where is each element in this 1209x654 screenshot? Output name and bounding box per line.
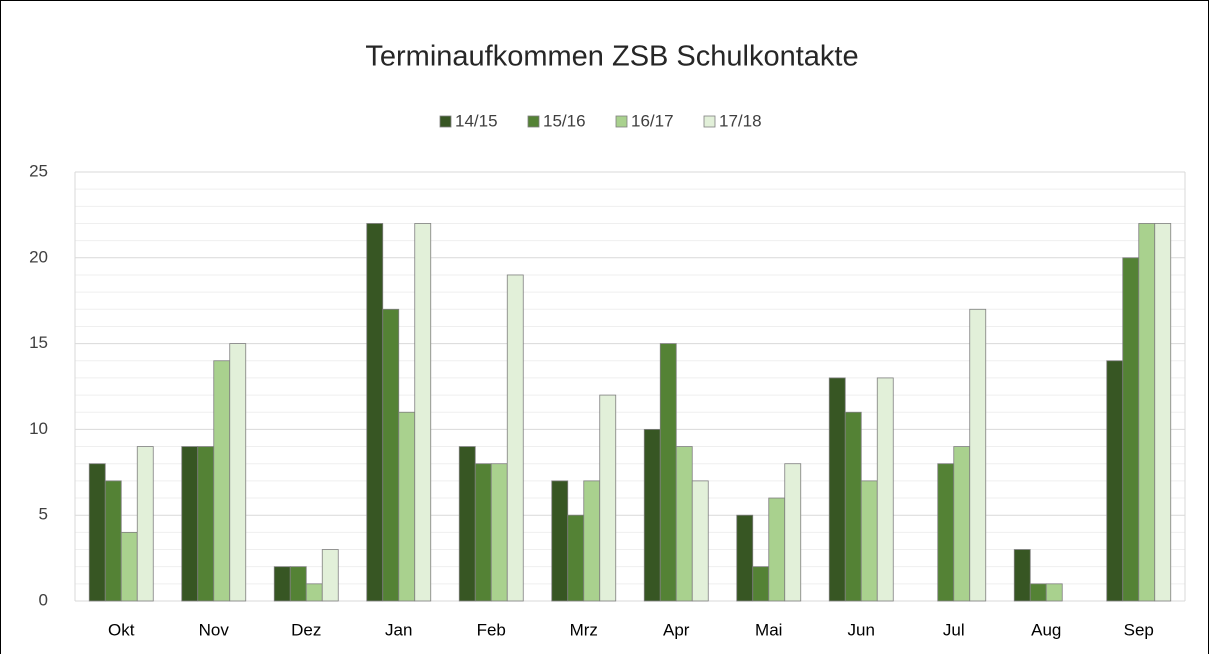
x-tick-label: Jul <box>943 620 965 639</box>
legend-label: 15/16 <box>543 111 586 130</box>
bar <box>289 566 307 602</box>
bar <box>583 480 601 602</box>
chart-title: Terminaufkommen ZSB Schulkontakte <box>365 41 858 73</box>
bar <box>366 223 384 602</box>
x-tick-label: Aug <box>1031 620 1061 639</box>
bar <box>229 343 247 602</box>
bar <box>1045 583 1063 602</box>
bar <box>197 446 215 602</box>
bar <box>860 480 878 602</box>
bar <box>181 446 199 602</box>
y-tick-label: 10 <box>29 419 48 438</box>
x-tick-label: Nov <box>199 620 230 639</box>
bar <box>752 566 770 602</box>
legend-swatch <box>615 115 628 128</box>
bar <box>691 480 709 602</box>
bar <box>567 514 585 602</box>
bar <box>969 308 987 602</box>
bar <box>506 274 524 602</box>
y-tick-label: 25 <box>29 161 48 180</box>
x-tick-label: Sep <box>1124 620 1154 639</box>
bar <box>551 480 569 602</box>
bar <box>305 583 323 602</box>
bar <box>458 446 476 602</box>
bar <box>1154 223 1172 602</box>
bar <box>659 343 677 602</box>
bar <box>768 497 786 602</box>
bar <box>474 463 492 602</box>
bar <box>1013 549 1031 602</box>
legend-swatch <box>703 115 716 128</box>
bar <box>1029 583 1047 602</box>
x-tick-label: Jan <box>385 620 412 639</box>
bar <box>273 566 291 602</box>
bar <box>1122 257 1140 602</box>
bar <box>953 446 971 602</box>
bar <box>321 549 339 602</box>
x-tick-label: Dez <box>291 620 321 639</box>
legend-swatch <box>439 115 452 128</box>
x-tick-label: Feb <box>477 620 506 639</box>
bar <box>784 463 802 602</box>
bar <box>1138 223 1156 602</box>
x-tick-label: Jun <box>848 620 875 639</box>
bar <box>213 360 231 602</box>
bar <box>398 411 416 602</box>
bar <box>643 428 661 602</box>
bar <box>120 531 138 602</box>
bar <box>88 463 106 602</box>
y-tick-label: 0 <box>39 590 48 609</box>
bar <box>104 480 122 602</box>
legend: 14/15 15/16 16/17 17/18 <box>439 111 762 130</box>
bar <box>736 514 754 602</box>
legend-swatch <box>527 115 540 128</box>
bar <box>1106 360 1124 602</box>
x-tick-label: Mrz <box>570 620 598 639</box>
y-tick-label: 20 <box>29 247 48 266</box>
bar <box>828 377 846 602</box>
y-tick-label: 5 <box>39 505 48 524</box>
bar <box>675 446 693 602</box>
x-tick-label: Okt <box>108 620 135 639</box>
bar <box>414 223 432 602</box>
bar <box>382 308 400 602</box>
bar <box>136 446 154 602</box>
bar <box>937 463 955 602</box>
x-tick-label: Mai <box>755 620 782 639</box>
bar <box>876 377 894 602</box>
bar <box>599 394 617 602</box>
x-tick-label: Apr <box>663 620 690 639</box>
bar <box>844 411 862 602</box>
legend-label: 14/15 <box>455 111 498 130</box>
legend-label: 17/18 <box>719 111 762 130</box>
legend-label: 16/17 <box>631 111 674 130</box>
bar <box>490 463 508 602</box>
y-tick-label: 15 <box>29 333 48 352</box>
